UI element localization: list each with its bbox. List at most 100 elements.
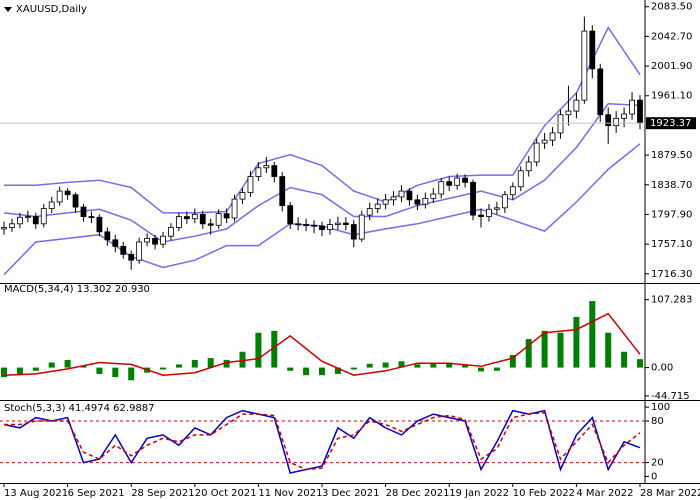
indicator-line <box>3 409 641 474</box>
histogram-bar <box>160 367 166 370</box>
candle-body <box>80 206 87 217</box>
y-tick-label: 2001.90 <box>651 61 692 72</box>
candle-body <box>255 167 262 177</box>
candle-body <box>525 161 532 172</box>
symbol-menu-arrow[interactable] <box>4 7 12 12</box>
candle-body <box>366 208 373 216</box>
candle-body <box>621 113 627 119</box>
x-tick-label: 3 Dec 2021 <box>322 488 380 499</box>
indicator-line <box>3 312 641 376</box>
y-tick-label: 1797.90 <box>651 209 692 220</box>
candle-body <box>533 142 540 163</box>
histogram-bar <box>128 367 135 381</box>
y-tick-label: 80 <box>651 416 664 427</box>
candle-body <box>406 190 413 201</box>
indicator-title: MACD(5,34,4) 13.302 20.930 <box>4 284 150 295</box>
histogram-bar <box>191 359 198 368</box>
candle-body <box>24 216 31 218</box>
y-tick-label: 1716.30 <box>651 269 692 280</box>
histogram-bar <box>525 339 532 368</box>
candle-body <box>271 165 278 177</box>
indicator-line <box>4 26 641 214</box>
candle-body <box>40 208 47 225</box>
histogram-bar <box>239 351 246 368</box>
x-tick-label: 4 Mar 2022 <box>576 488 633 499</box>
histogram-bar <box>414 364 421 368</box>
histogram-bar <box>382 362 389 368</box>
candle-body <box>72 194 79 208</box>
candle-body <box>144 237 151 243</box>
candle-body <box>589 30 596 70</box>
y-tick-label: -44.715 <box>651 391 690 402</box>
candle-body <box>501 194 508 209</box>
histogram-bar <box>446 362 453 368</box>
candle-body <box>183 216 190 220</box>
y-tick-label: 1961.10 <box>651 91 692 102</box>
candle-body <box>493 207 500 210</box>
candle-body <box>470 181 476 216</box>
candle-body <box>279 176 286 207</box>
candle-body <box>334 222 341 225</box>
candle-body <box>454 177 461 186</box>
y-tick-label: 2083.50 <box>651 2 692 13</box>
candle-body <box>128 253 135 261</box>
candle-body <box>191 213 198 220</box>
x-tick-label: 10 Feb 2022 <box>513 488 575 499</box>
candle-body <box>152 237 158 245</box>
indicator-line <box>4 411 641 471</box>
last-price-label: 1923.37 <box>650 118 691 129</box>
candle-body <box>462 177 469 183</box>
x-tick-label: 13 Aug 2021 <box>4 488 68 499</box>
histogram-bar <box>589 301 596 368</box>
candle-body <box>136 241 143 261</box>
candle-body <box>303 224 310 226</box>
candle-body <box>422 197 429 205</box>
chart-title: XAUUSD,Daily <box>16 4 87 15</box>
candle-body <box>414 199 421 205</box>
candle-body <box>517 170 524 188</box>
candle-body <box>160 235 166 245</box>
histogram-bar <box>32 367 39 371</box>
y-tick-label: 1838.70 <box>651 180 692 191</box>
candle-body <box>350 224 357 240</box>
histogram-bar <box>223 359 230 368</box>
histogram-bar <box>621 351 628 368</box>
histogram-bar <box>16 367 23 376</box>
y-tick-label: 2042.70 <box>651 31 692 42</box>
candle-body <box>581 30 588 101</box>
candle-body <box>382 199 389 205</box>
x-tick-label: 28 Sep 2021 <box>131 488 194 499</box>
candle-body <box>88 216 95 218</box>
histogram-bar <box>287 367 294 371</box>
histogram-bar <box>605 332 612 368</box>
histogram-bar <box>255 332 262 368</box>
x-tick-label: 28 Mar 2022 <box>640 488 700 499</box>
candle-body <box>573 99 580 112</box>
histogram-bar <box>80 365 87 368</box>
histogram-bar <box>48 362 55 368</box>
candle-body <box>430 193 437 199</box>
histogram-bar <box>207 358 214 368</box>
histogram-bar <box>493 367 500 371</box>
candle-body <box>486 208 492 217</box>
candle-body <box>597 68 604 116</box>
candle-body <box>120 245 127 255</box>
y-tick-label: 20 <box>651 458 664 469</box>
histogram-bar <box>573 316 580 368</box>
candle-body <box>398 190 405 198</box>
y-tick-label: 1879.50 <box>651 150 692 161</box>
histogram-bar <box>112 367 119 378</box>
candle-body <box>549 132 556 141</box>
indicator-line <box>3 103 641 243</box>
candle-body <box>247 176 254 193</box>
candle-body <box>319 225 325 231</box>
histogram-bar <box>175 364 182 368</box>
histogram-bar <box>509 354 516 368</box>
histogram-bar <box>478 367 484 372</box>
y-tick-label: 0.00 <box>651 363 673 374</box>
x-tick-label: 28 Dec 2021 <box>386 488 450 499</box>
histogram-bar <box>541 330 548 368</box>
candle-body <box>374 203 381 209</box>
candle-body <box>168 227 174 237</box>
